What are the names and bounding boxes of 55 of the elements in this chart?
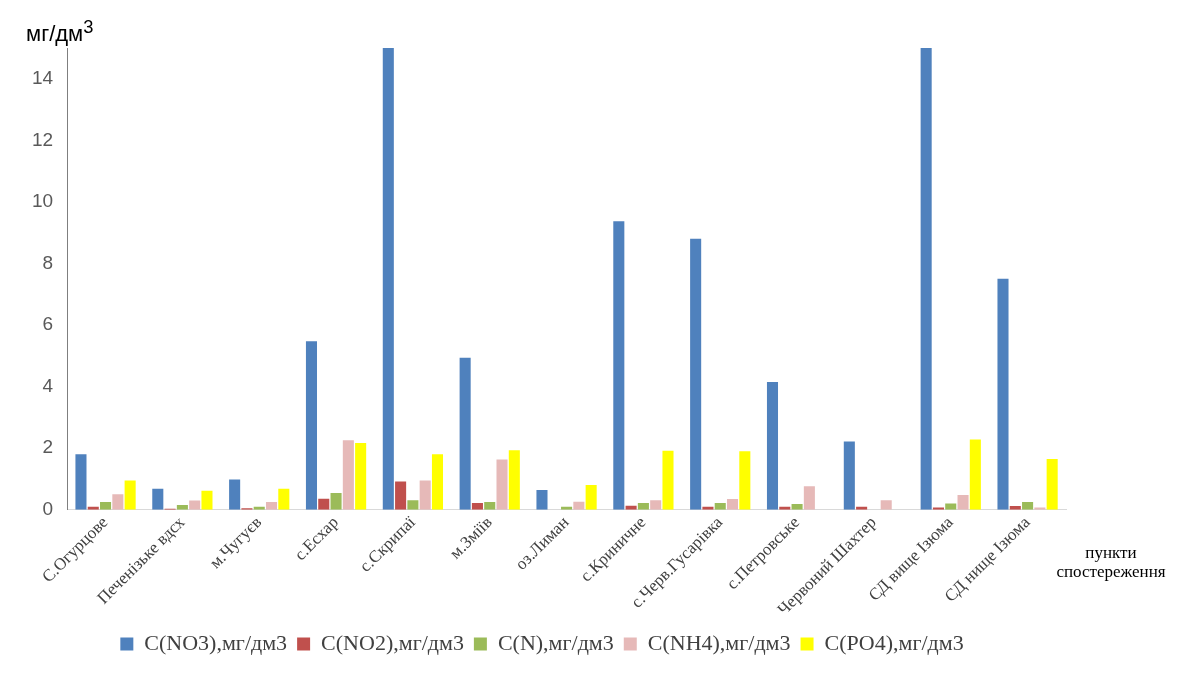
bar: [766, 381, 779, 510]
bar: [997, 278, 1009, 510]
legend-label: C(NH4),мг/дм3: [647, 629, 791, 655]
bar: [920, 48, 932, 510]
bar: [431, 454, 444, 510]
bar: [229, 479, 241, 510]
bar: [265, 502, 278, 510]
bar: [330, 493, 342, 510]
x-axis-title: пункти спостереження: [1055, 543, 1167, 581]
bar: [112, 494, 124, 510]
y-tick-label: 2: [42, 436, 54, 458]
bar: [484, 502, 496, 510]
bar: [969, 439, 981, 510]
y-tick-label: 6: [42, 313, 54, 335]
bar: [124, 480, 136, 510]
y-tick-label: 8: [42, 251, 54, 273]
bar: [585, 485, 597, 510]
bar: [355, 442, 367, 510]
bar: [1022, 502, 1034, 510]
bar: [75, 454, 87, 510]
bar: [342, 440, 354, 510]
bar: [395, 481, 407, 510]
bar: [278, 488, 290, 510]
y-tick-label: 12: [31, 128, 54, 150]
bar: [843, 441, 855, 510]
bar: [201, 490, 213, 510]
bar: [957, 494, 969, 510]
bar: [650, 500, 662, 510]
bar: [1046, 458, 1058, 510]
bar: [536, 490, 548, 510]
bar: [613, 221, 625, 510]
bar: [100, 502, 112, 510]
bar: [382, 48, 394, 510]
y-tick-label: 4: [42, 374, 54, 396]
legend-label: C(NO2),мг/дм3: [321, 629, 464, 655]
bar: [662, 450, 674, 510]
legend-label: C(N),мг/дм3: [497, 629, 614, 655]
bar: [305, 341, 317, 510]
bar: [508, 450, 520, 510]
y-tick-label: 14: [31, 67, 54, 89]
bar: [880, 500, 892, 510]
bar: [152, 488, 164, 510]
bar: [419, 480, 431, 510]
bar: [496, 459, 508, 510]
bar: [803, 486, 815, 510]
bar: [459, 357, 471, 510]
y-axis-title: мг/дм$^{3}$: [26, 16, 94, 48]
legend-label: C(NO3),мг/дм3: [144, 629, 288, 655]
bar: [739, 451, 751, 510]
legend-label: C(PO4),мг/дм3: [824, 629, 964, 655]
y-tick-label: 10: [31, 190, 54, 212]
bar: [727, 498, 739, 510]
bar: [690, 238, 702, 510]
y-tick-label: 0: [42, 497, 54, 519]
bar: [407, 500, 419, 510]
